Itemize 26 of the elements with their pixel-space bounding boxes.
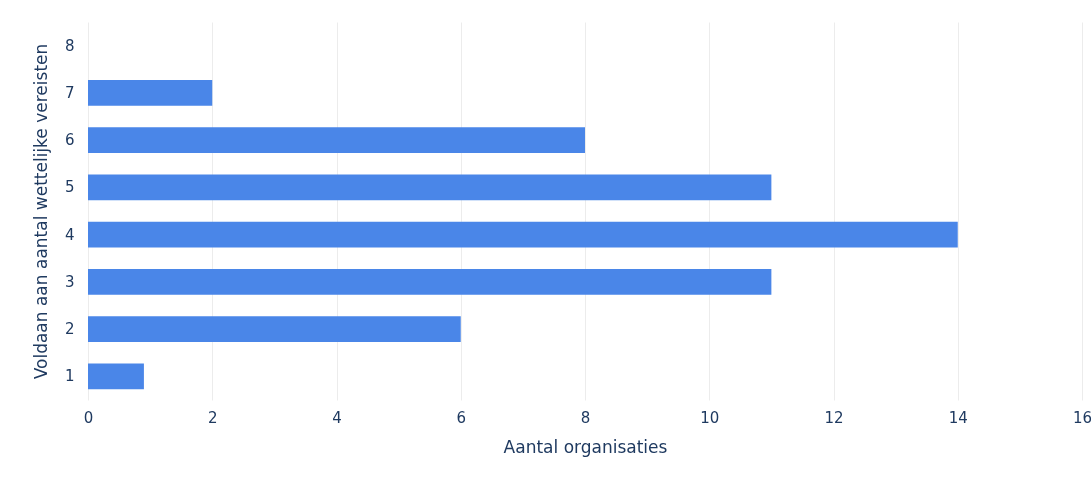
x-tick-label: 6 <box>456 408 467 427</box>
x-tick-label: 12 <box>824 408 844 427</box>
x-tick-label: 16 <box>1072 408 1091 427</box>
x-tick-label: 0 <box>83 408 94 427</box>
y-tick-label: 2 <box>64 320 75 339</box>
y-tick-label: 4 <box>64 225 75 244</box>
bar <box>88 174 772 201</box>
y-axis-title: Voldaan aan aantal wettelijke vereisten <box>30 43 51 380</box>
y-tick-label: 7 <box>64 83 75 102</box>
x-tick-label: 4 <box>332 408 342 427</box>
y-tick-label: 8 <box>64 36 75 55</box>
bar <box>88 316 461 342</box>
y-tick-label: 5 <box>64 178 75 197</box>
bar <box>88 80 213 106</box>
x-axis-title: Aantal organisaties <box>503 436 668 457</box>
y-tick-label: 6 <box>64 131 75 150</box>
bar <box>88 269 772 295</box>
bar <box>88 221 958 248</box>
bar <box>88 127 585 153</box>
y-tick-label: 1 <box>64 367 75 386</box>
x-tick-label: 8 <box>580 408 591 427</box>
x-tick-label: 14 <box>948 408 968 427</box>
y-tick-label: 3 <box>64 272 75 291</box>
bar <box>88 363 144 390</box>
x-tick-label: 2 <box>207 408 218 427</box>
x-tick-label: 10 <box>700 408 720 427</box>
